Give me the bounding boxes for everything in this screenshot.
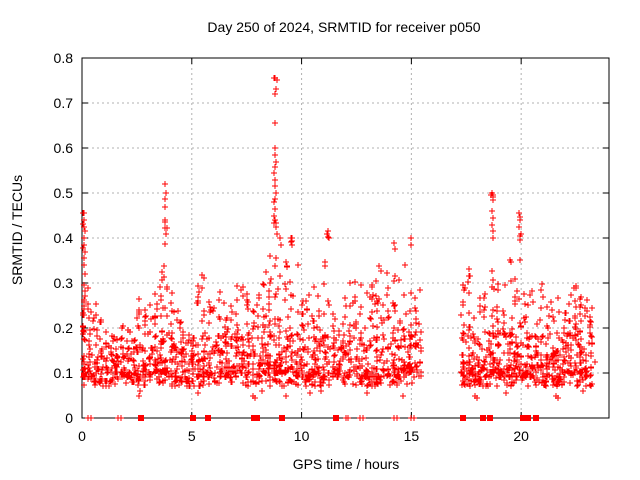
- chart-title: Day 250 of 2024, SRMTID for receiver p05…: [207, 19, 480, 35]
- y-tick-label: 0.8: [54, 50, 74, 66]
- zero-marker-square: [520, 415, 526, 421]
- scatter-points: [80, 75, 598, 421]
- y-tick-label: 0.3: [54, 275, 74, 291]
- y-tick-label: 0.7: [54, 95, 74, 111]
- zero-marker-square: [533, 415, 539, 421]
- y-axis-label: SRMTID / TECUs: [9, 175, 25, 285]
- zero-marker-square: [279, 415, 285, 421]
- zero-marker-square: [460, 415, 466, 421]
- zero-marker-square: [525, 415, 531, 421]
- plot-area: 0 5 10 15 20 0 0.1 0.2 0.3 0.4 0.5 0.6 0.7 0.8: [54, 50, 610, 444]
- y-tick-label: 0.6: [54, 140, 74, 156]
- zero-marker-square: [333, 415, 339, 421]
- zero-marker-square: [138, 415, 144, 421]
- y-tick-label: 0: [65, 410, 73, 426]
- zero-marker-square: [480, 415, 486, 421]
- y-tick-label: 0.4: [54, 230, 74, 246]
- x-tick-label: 0: [78, 428, 86, 444]
- y-tick-label: 0.5: [54, 185, 74, 201]
- zero-marker-square: [205, 415, 211, 421]
- x-tick-label: 20: [513, 428, 529, 444]
- x-tick-label: 5: [188, 428, 196, 444]
- zero-marker-square: [254, 415, 260, 421]
- x-tick-label: 15: [404, 428, 420, 444]
- zero-marker-square: [190, 415, 196, 421]
- x-axis-label: GPS time / hours: [293, 456, 400, 472]
- x-tick-label: 10: [294, 428, 310, 444]
- zero-marker-square: [487, 415, 493, 421]
- y-tick-label: 0.1: [54, 365, 74, 381]
- y-tick-label: 0.2: [54, 320, 74, 336]
